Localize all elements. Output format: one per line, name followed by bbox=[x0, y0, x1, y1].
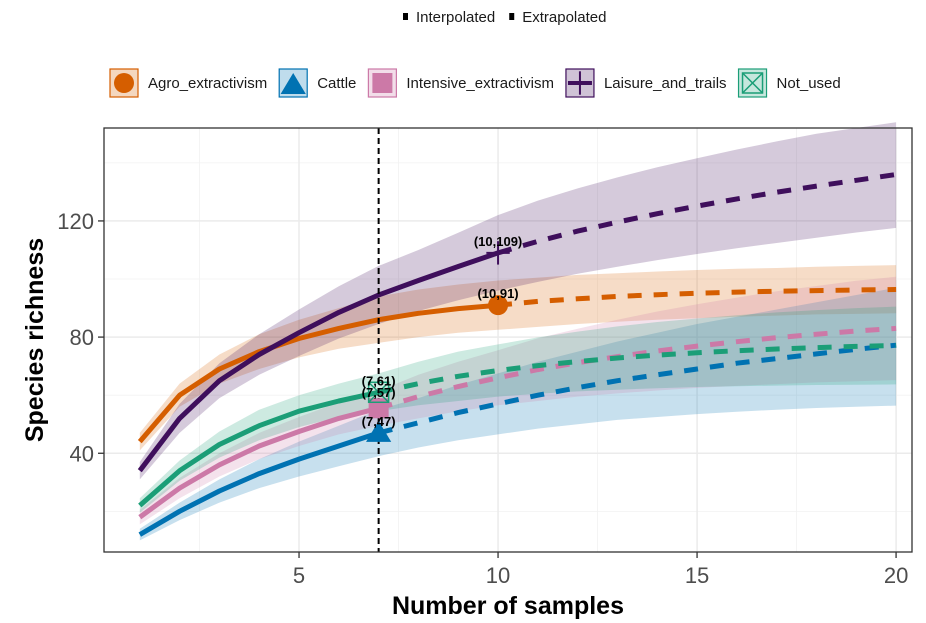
legend-item-cattle: Cattle bbox=[278, 68, 356, 98]
y-tick-label: 40 bbox=[70, 441, 94, 466]
ribbon-agro-extractivism bbox=[139, 265, 897, 451]
method-legend-interpolated: Interpolated bbox=[403, 9, 495, 26]
observed-marker-laisure-and-trails bbox=[486, 241, 510, 265]
y-axis: 40 80 120 bbox=[57, 209, 104, 466]
line-interpolated-cattle bbox=[138, 430, 380, 537]
y-tick-label: 120 bbox=[57, 209, 94, 234]
marker-square bbox=[372, 73, 393, 93]
marker-x-2 bbox=[368, 381, 390, 403]
method-legend: Interpolated Extrapolated bbox=[403, 9, 606, 26]
legend-key-marker bbox=[114, 73, 134, 93]
point-label-agro-extractivism: (10,91) bbox=[477, 286, 518, 301]
method-legend-key bbox=[509, 13, 515, 20]
legend-item-laisure-and-trails: Laisure_and_trails bbox=[565, 68, 727, 98]
marker-x-2 bbox=[742, 72, 764, 94]
line-extrapolated-not-used bbox=[378, 343, 897, 395]
marker-triangle bbox=[280, 73, 306, 94]
legend-key-marker bbox=[568, 71, 592, 95]
line-extrapolated-intensive-extractivism bbox=[377, 325, 897, 411]
grid bbox=[104, 128, 912, 552]
observed-marker-cattle bbox=[366, 420, 392, 442]
point-label-cattle: (7,47) bbox=[362, 414, 396, 429]
x-tick-label: 5 bbox=[293, 563, 305, 588]
y-tick-label: 80 bbox=[70, 325, 94, 350]
y-axis-title: Species richness bbox=[21, 238, 49, 442]
point-label-laisure-and-trails: (10,109) bbox=[474, 234, 522, 249]
observed-markers bbox=[366, 241, 510, 442]
line-extrapolated-cattle bbox=[377, 342, 897, 436]
x-axis: 5 10 15 20 bbox=[293, 552, 908, 588]
series-legend: Agro_extractivism Cattle Intensive_extract… bbox=[109, 68, 841, 98]
method-legend-extrapolated: Extrapolated bbox=[509, 9, 606, 26]
ribbon-not-used bbox=[139, 306, 897, 513]
method-legend-label: Extrapolated bbox=[522, 9, 606, 26]
marker-square bbox=[368, 398, 389, 419]
legend-item-agro-extractivism: Agro_extractivism bbox=[109, 68, 267, 98]
x-tick-label: 15 bbox=[685, 563, 709, 588]
observed-marker-agro-extractivism bbox=[488, 295, 509, 316]
method-legend-label: Interpolated bbox=[416, 9, 495, 26]
plot-border bbox=[103, 127, 913, 553]
point-label-intensive-extractivism: (7,57) bbox=[362, 385, 396, 400]
legend-item-intensive-extractivism: Intensive_extractivism bbox=[367, 68, 554, 98]
observed-marker-not-used bbox=[367, 381, 390, 404]
legend-key-marker bbox=[372, 73, 393, 93]
series-lines bbox=[137, 172, 897, 537]
legend-label: Agro_extractivism bbox=[148, 75, 267, 92]
ribbon-laisure-and-trails bbox=[139, 122, 897, 480]
observed-marker-intensive-extractivism bbox=[368, 398, 389, 419]
marker-circle bbox=[488, 295, 509, 316]
marker-triangle bbox=[366, 420, 392, 442]
legend-label: Intensive_extractivism bbox=[406, 75, 554, 92]
line-interpolated-not-used bbox=[138, 389, 380, 508]
line-interpolated-laisure-and-trails bbox=[137, 250, 499, 473]
point-label-not-used: (7,61) bbox=[362, 373, 396, 388]
x-axis-title: Number of samples bbox=[392, 592, 624, 620]
legend-item-not-used: Not_used bbox=[737, 68, 841, 98]
legend-key-marker bbox=[280, 73, 306, 94]
legend-label: Laisure_and_trails bbox=[604, 75, 727, 92]
line-interpolated-intensive-extractivism bbox=[138, 405, 380, 520]
point-labels: (10,91) (7,47) (7,57) (10,109) (7,61) bbox=[362, 234, 523, 429]
marker-circle bbox=[114, 73, 134, 93]
x-tick-label: 20 bbox=[884, 563, 908, 588]
ribbon-cattle bbox=[139, 287, 897, 541]
legend-label: Cattle bbox=[317, 75, 356, 92]
legend-label: Not_used bbox=[777, 75, 841, 92]
line-interpolated-agro-extractivism bbox=[137, 302, 499, 444]
legend-key-marker bbox=[741, 72, 764, 94]
x-tick-label: 10 bbox=[486, 563, 510, 588]
method-legend-key bbox=[403, 13, 408, 20]
marker-square-outline bbox=[741, 72, 764, 94]
line-extrapolated-laisure-and-trails bbox=[497, 172, 897, 256]
marker-square-outline bbox=[367, 381, 390, 404]
